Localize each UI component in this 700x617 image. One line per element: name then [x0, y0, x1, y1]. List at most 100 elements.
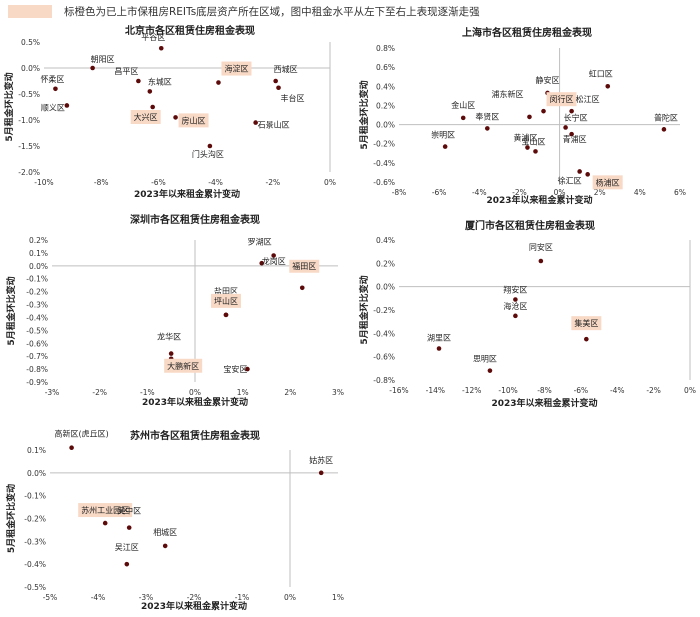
data-point-大兴区 [150, 104, 155, 110]
chart-suzhou: 苏州市各区租赁住房租金表现 -5% -4% -3% -2% -1% 0% 1% 0.1% 0.0%… [5, 429, 344, 612]
y-axis-label: 5月租金环比变动 [5, 276, 17, 345]
point-label: 龙华区 [157, 332, 181, 342]
data-point-吴中区 [126, 525, 132, 530]
y-tick-label: 0.1% [27, 446, 46, 455]
point-label: 海淀区 [224, 64, 248, 74]
data-point-石景山区 [253, 120, 258, 125]
point-label: 宝山区 [521, 136, 545, 146]
y-tick-label: -0.5% [18, 90, 40, 99]
highlight-label-bg [289, 259, 320, 273]
y-tick-label: -0.2% [373, 140, 395, 149]
data-point-顺义区 [64, 103, 70, 108]
highlight-label-bg [164, 358, 203, 373]
point-label: 徐汇区 [558, 175, 582, 185]
point-label: 浦东新区 [491, 89, 523, 99]
point-label: 丰台区 [281, 93, 305, 103]
data-point-怀柔区 [53, 86, 58, 92]
point-label: 金山区 [451, 100, 475, 110]
y-tick-label: -0.9% [26, 378, 48, 387]
chart-title: 北京市各区租赁住房租金表现 [125, 24, 255, 37]
data-point-丰台区 [276, 85, 281, 91]
point-label: 坪山区 [214, 296, 238, 306]
x-tick-label: -4% [91, 593, 106, 602]
data-point-金山区 [460, 115, 466, 121]
point-label: 龙岗区 [262, 256, 286, 266]
point-label: 宝安区 [223, 364, 247, 374]
y-tick-label: 0.1% [29, 249, 48, 258]
point-label: 虹口区 [589, 69, 613, 78]
y-tick-label: -0.1% [24, 492, 46, 501]
highlight-label-bg [210, 293, 241, 308]
point-label: 松江区 [576, 94, 600, 104]
x-tick-label: 6% [674, 188, 686, 197]
y-tick-label: -0.4% [373, 329, 395, 338]
x-tick-label: 0% [324, 178, 336, 187]
point-label: 苏州工业园区 [81, 505, 129, 515]
data-point-虹口区 [605, 83, 611, 89]
y-tick-label: -0.4% [373, 159, 395, 168]
y-tick-label: -0.3% [24, 537, 46, 546]
y-tick-label: 0.8% [376, 44, 395, 53]
highlight-label-bg [130, 110, 161, 124]
y-tick-label: 0.6% [376, 63, 395, 72]
point-label: 门头沟区 [192, 149, 224, 159]
point-label: 思明区 [473, 355, 497, 364]
data-point-青浦区 [569, 131, 574, 137]
x-axis-label: 2023年以来租金累计变动 [491, 397, 597, 409]
x-tick-label: 1% [237, 388, 249, 397]
y-tick-label: -0.2% [26, 288, 48, 297]
x-tick-label: -2% [187, 593, 202, 602]
point-label: 静安区 [536, 75, 560, 85]
y-tick-label: 0.5% [21, 38, 40, 47]
y-tick-label: -2.0% [18, 168, 40, 177]
highlight-label-bg [546, 92, 577, 107]
data-point-姑苏区 [318, 470, 324, 476]
data-point-松江区 [569, 108, 574, 114]
x-tick-label: -16% [389, 386, 408, 395]
point-label: 顺义区 [41, 103, 65, 112]
y-axis-label: 5月租金环比变动 [358, 80, 370, 149]
x-tick-label: 0% [684, 386, 696, 395]
data-point-龙岗区 [259, 260, 265, 266]
point-label: 朝阳区 [91, 55, 115, 64]
y-tick-label: -0.7% [26, 352, 48, 361]
x-tick-label: -6% [151, 178, 166, 187]
y-tick-label: 0.4% [376, 82, 395, 91]
x-axis-label: 2023年以来租金累计变动 [134, 188, 240, 200]
y-tick-label: -0.4% [24, 560, 46, 569]
x-axis-label: 2023年以来租金累计变动 [142, 396, 248, 408]
data-point-吴江区 [124, 561, 130, 567]
y-tick-label: 0.0% [376, 121, 395, 130]
x-tick-label: -8% [537, 386, 552, 395]
point-label: 罗湖区 [248, 237, 272, 246]
point-label: 东城区 [148, 76, 172, 86]
chart-title: 厦门市各区租赁住房租金表现 [465, 219, 595, 232]
data-point-朝阳区 [90, 65, 95, 71]
x-tick-label: -10% [34, 178, 53, 187]
y-tick-label: -0.6% [373, 178, 395, 187]
point-label: 相城区 [153, 527, 177, 537]
x-tick-label: -4% [208, 178, 223, 187]
y-tick-label: -0.8% [373, 376, 395, 385]
data-point-崇明区 [442, 144, 448, 149]
y-tick-label: 0.2% [376, 101, 395, 110]
point-label: 同安区 [529, 242, 553, 252]
data-point-宝安区 [245, 366, 250, 372]
y-tick-label: -0.8% [26, 365, 48, 374]
x-tick-label: -6% [432, 188, 447, 197]
x-tick-label: 0% [189, 388, 201, 397]
data-point-龙华区 [168, 351, 174, 356]
data-point-杨浦区 [585, 172, 590, 177]
y-tick-label: -0.3% [26, 301, 48, 310]
point-label: 高新区(虎丘区) [54, 429, 108, 439]
point-label: 怀柔区 [40, 74, 64, 84]
data-point-福田区 [299, 285, 305, 291]
legend-highlight-swatch [8, 4, 52, 18]
point-label: 崇明区 [431, 131, 455, 140]
data-point-海淀区 [216, 80, 221, 85]
highlight-label-bg [221, 61, 252, 76]
point-label: 闵行区 [550, 94, 574, 104]
point-label: 海沧区 [503, 301, 527, 311]
x-axis-label: 2023年以来租金累计变动 [486, 194, 592, 206]
x-tick-label: 2% [284, 388, 296, 397]
